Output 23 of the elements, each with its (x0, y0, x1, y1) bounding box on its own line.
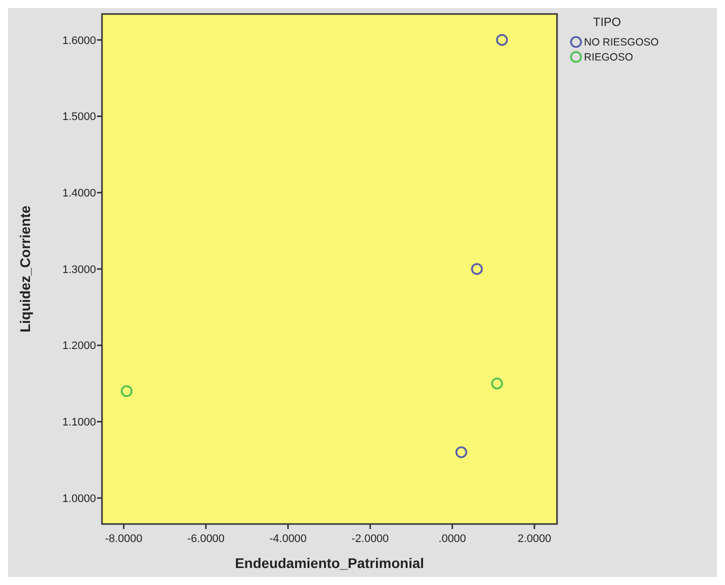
point (455, 446, 468, 458)
point (471, 263, 483, 275)
y-tick-label: 1.0000 (62, 492, 96, 505)
y-tick-label: 1.1000 (62, 416, 96, 429)
legend-label: NO RIESGOSO (584, 36, 659, 49)
x-tick-label: -8.0000 (105, 533, 142, 545)
point (120, 385, 133, 398)
x-tick-label: -2.0000 (352, 533, 389, 545)
x-tick-label: .0000 (438, 533, 466, 545)
y-axis-title: Liquidez_Corriente (17, 205, 33, 332)
x-tick-label: -6.0000 (187, 533, 225, 545)
legend-title: TIPO (592, 15, 622, 29)
y-tick-label: 1.6000 (62, 34, 96, 47)
x-tick-label: -4.0000 (269, 533, 307, 545)
legend-label: RIEGOSO (584, 52, 634, 64)
x-axis-title: Endeudamiento_Patrimonial (234, 555, 424, 571)
y-tick-label: 1.3000 (62, 264, 96, 276)
x-tick-label: 2.0000 (518, 533, 552, 545)
y-tick-label: 1.5000 (62, 111, 96, 124)
y-tick-label: 1.2000 (62, 340, 96, 352)
y-tick-label: 1.4000 (62, 188, 96, 200)
point (496, 34, 508, 46)
point (491, 378, 503, 390)
